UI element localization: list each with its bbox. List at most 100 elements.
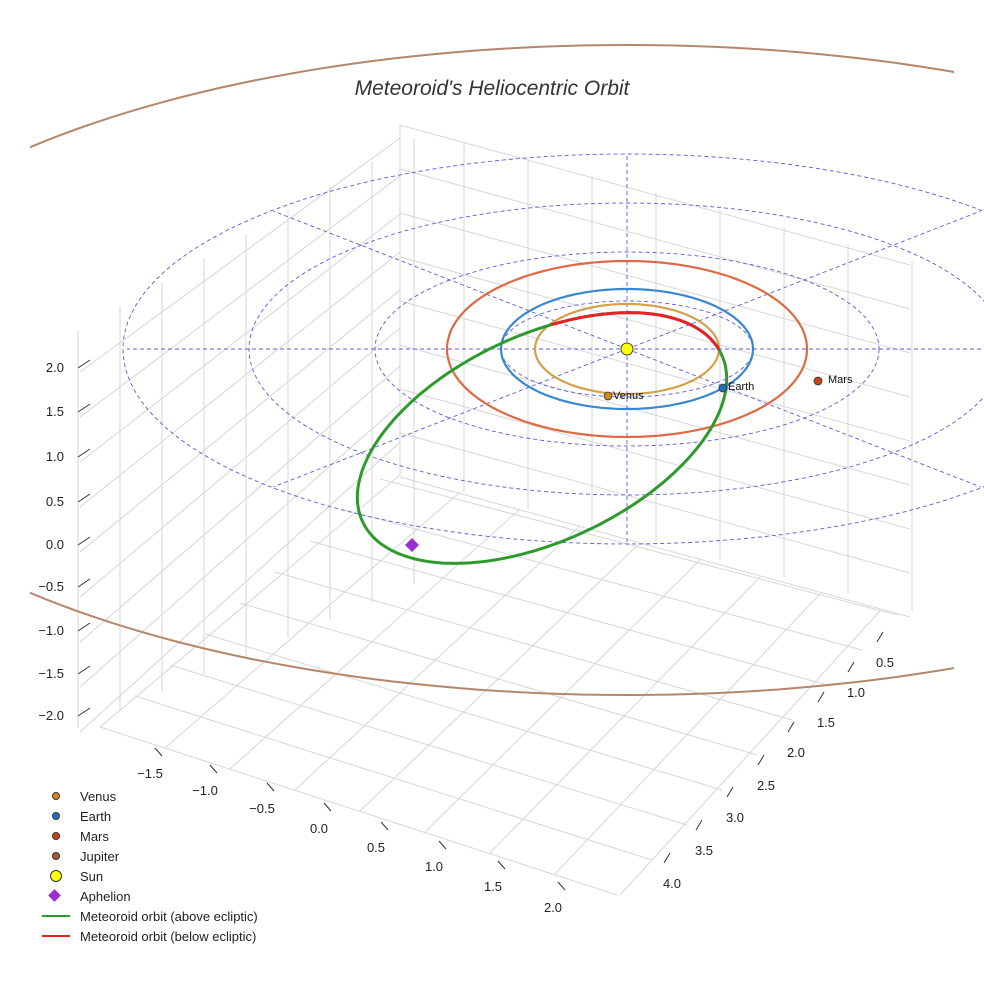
grid-line — [79, 175, 401, 418]
y-tick-label: 2.5 — [757, 778, 775, 793]
ecliptic-radial-line — [273, 210, 628, 350]
y-tick-mark — [847, 661, 855, 673]
x-tick-mark — [154, 747, 163, 757]
y-tick-mark — [876, 631, 884, 643]
legend-symbol — [38, 886, 76, 906]
z-tick-mark — [77, 665, 91, 675]
grid-line — [294, 525, 581, 791]
ecliptic-radial-line — [626, 348, 981, 488]
z-tick-mark — [77, 622, 91, 632]
y-tick-label: 0.5 — [876, 655, 894, 670]
earth-orbit-path — [499, 287, 755, 411]
z-tick-label: 0.0 — [46, 537, 64, 552]
y-tick-mark — [726, 786, 734, 798]
meteoroid-orbit — [355, 311, 729, 565]
grid-line — [79, 289, 401, 553]
y-tick-label: 3.5 — [695, 843, 713, 858]
venus-marker — [603, 391, 613, 401]
x-tick-label: 0.0 — [310, 821, 328, 836]
grid-line — [399, 168, 911, 310]
legend-label: Aphelion — [80, 888, 131, 904]
z-tick-label: 2.0 — [46, 360, 64, 375]
z-tick-mark — [77, 493, 91, 503]
z-tick-label: −1.5 — [38, 666, 64, 681]
axis-grid — [77, 124, 913, 896]
x-tick-label: −1.5 — [137, 766, 163, 781]
grid-line — [134, 695, 653, 861]
legend-item: Sun — [38, 866, 258, 886]
earth-label: Earth — [728, 381, 754, 393]
z-tick-mark — [77, 707, 91, 717]
grid-line — [399, 212, 911, 354]
legend-symbol — [38, 826, 76, 846]
legend-symbol — [38, 806, 76, 826]
y-tick-mark — [817, 691, 825, 703]
grid-line — [379, 478, 898, 616]
y-tick-label: 3.0 — [726, 810, 744, 825]
legend: Venus Earth Mars Jupiter Sun Aphelion Meteoroi… — [38, 786, 258, 946]
y-tick-label: 4.0 — [663, 876, 681, 891]
x-tick-mark — [323, 802, 332, 812]
legend-item: Mars — [38, 826, 258, 846]
x-tick-label: −1.0 — [192, 783, 218, 798]
z-tick-mark — [77, 578, 91, 588]
planet-orbits — [445, 259, 809, 439]
legend-label: Venus — [80, 788, 117, 804]
y-tick-mark — [757, 754, 765, 766]
z-tick-label: −0.5 — [38, 579, 64, 594]
legend-label: Earth — [80, 808, 112, 824]
ecliptic-radial-line — [273, 348, 628, 488]
x-tick-label: 1.5 — [484, 879, 502, 894]
legend-label: Mars — [80, 828, 109, 844]
grid-line — [79, 327, 401, 598]
z-tick-label: 1.0 — [46, 449, 64, 464]
grid-line — [399, 124, 911, 266]
grid-line — [79, 365, 401, 643]
legend-symbol — [38, 846, 76, 866]
y-tick-label: 1.5 — [817, 715, 835, 730]
grid-line — [79, 441, 401, 733]
grid-line — [274, 571, 793, 721]
z-tick-label: −2.0 — [38, 708, 64, 723]
grid-line — [399, 476, 911, 618]
grid-line — [399, 300, 911, 442]
x-tick-label: 0.5 — [367, 840, 385, 855]
grid-line — [554, 593, 821, 875]
y-tick-mark — [787, 721, 795, 733]
legend-label: Jupiter — [80, 848, 120, 864]
grid-line — [399, 432, 911, 574]
legend-item: Meteoroid orbit (below ecliptic) — [38, 926, 258, 946]
ecliptic-ring-4au — [122, 153, 984, 545]
legend-item: Jupiter — [38, 846, 258, 866]
y-tick-mark — [695, 819, 703, 831]
z-tick-mark — [77, 536, 91, 546]
z-tick-mark — [77, 448, 91, 458]
y-tick-label: 1.0 — [847, 685, 865, 700]
z-tick-label: 1.5 — [46, 404, 64, 419]
venus-label: Venus — [613, 390, 644, 402]
x-tick-mark — [266, 782, 275, 792]
legend-item: Meteoroid orbit (above ecliptic) — [38, 906, 258, 926]
grid-line — [399, 388, 911, 530]
grid-line — [164, 491, 461, 749]
x-tick-mark — [209, 764, 218, 774]
legend-item: Aphelion — [38, 886, 258, 906]
z-tick-label: 0.5 — [46, 494, 64, 509]
mars-marker — [813, 376, 823, 386]
grid-line — [79, 403, 401, 688]
venus-orbit-path — [533, 302, 721, 396]
grid-line — [344, 509, 863, 651]
grid-line — [99, 474, 401, 728]
grid-line — [424, 559, 701, 833]
z-tick-label: −1.0 — [38, 623, 64, 638]
mars-label: Mars — [828, 374, 853, 386]
x-tick-label: −0.5 — [249, 801, 275, 816]
legend-symbol — [38, 866, 76, 886]
grid-line — [489, 576, 761, 854]
legend-symbol — [38, 926, 76, 946]
z-tick-mark — [77, 359, 91, 369]
x-tick-mark — [497, 860, 506, 870]
grid-line — [229, 508, 521, 770]
x-tick-mark — [438, 840, 447, 850]
